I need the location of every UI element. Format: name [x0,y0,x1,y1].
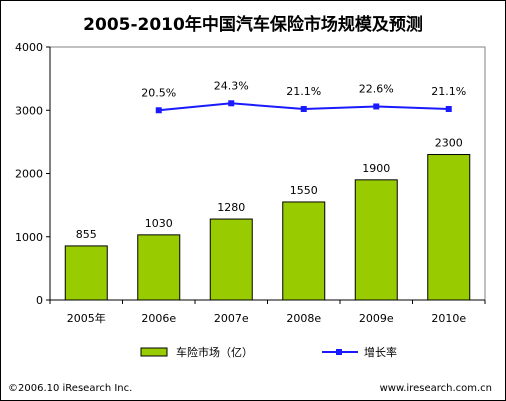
legend: 车险市场（亿） 增长率 [140,344,500,360]
x-tick-label: 2005年 [67,311,106,325]
growth-marker [373,103,380,110]
growth-value-label: 21.1% [431,85,466,98]
legend-swatch-line [322,349,358,355]
growth-marker [155,107,162,114]
bar-value-label: 1900 [362,162,390,175]
growth-marker [300,105,307,112]
y-tick-label: 2000 [15,168,43,181]
y-tick-label: 1000 [15,231,43,244]
bar-value-label: 1030 [145,217,173,230]
legend-label-bars: 车险市场（亿） [176,346,253,359]
plot-area-border [49,46,486,301]
bar [137,234,181,301]
bar [427,154,471,301]
y-tick-label: 0 [36,294,43,307]
legend-item-bars: 车险市场（亿） [140,344,253,360]
bar [354,179,398,301]
y-tick-label: 4000 [15,41,43,54]
chart-title: 2005-2010年中国汽车保险市场规模及预测 [83,15,423,35]
bar-value-label: 1280 [217,201,245,214]
x-tick-label: 2010e [431,312,466,325]
legend-swatch-bar [140,347,168,357]
legend-label-line: 增长率 [364,346,397,359]
growth-value-label: 21.1% [286,85,321,98]
x-tick-label: 2007e [214,312,249,325]
growth-value-label: 20.5% [141,86,176,99]
growth-value-label: 22.6% [359,82,394,95]
bar-value-label: 1550 [290,184,318,197]
bar [64,245,108,301]
website-text: www.iresearch.com.cn [379,383,492,394]
bar [282,201,326,301]
bar-value-label: 855 [76,228,97,241]
growth-marker [445,105,452,112]
x-tick-label: 2008e [286,312,321,325]
x-tick-label: 2009e [359,312,394,325]
y-tick-label: 3000 [15,104,43,117]
copyright-text: ©2006.10 iResearch Inc. [8,383,133,394]
legend-item-line: 增长率 [320,344,397,360]
bar-value-label: 2300 [435,137,463,150]
bar [209,218,253,301]
growth-value-label: 24.3% [214,79,249,92]
x-tick-label: 2006e [141,312,176,325]
growth-marker [228,100,235,107]
